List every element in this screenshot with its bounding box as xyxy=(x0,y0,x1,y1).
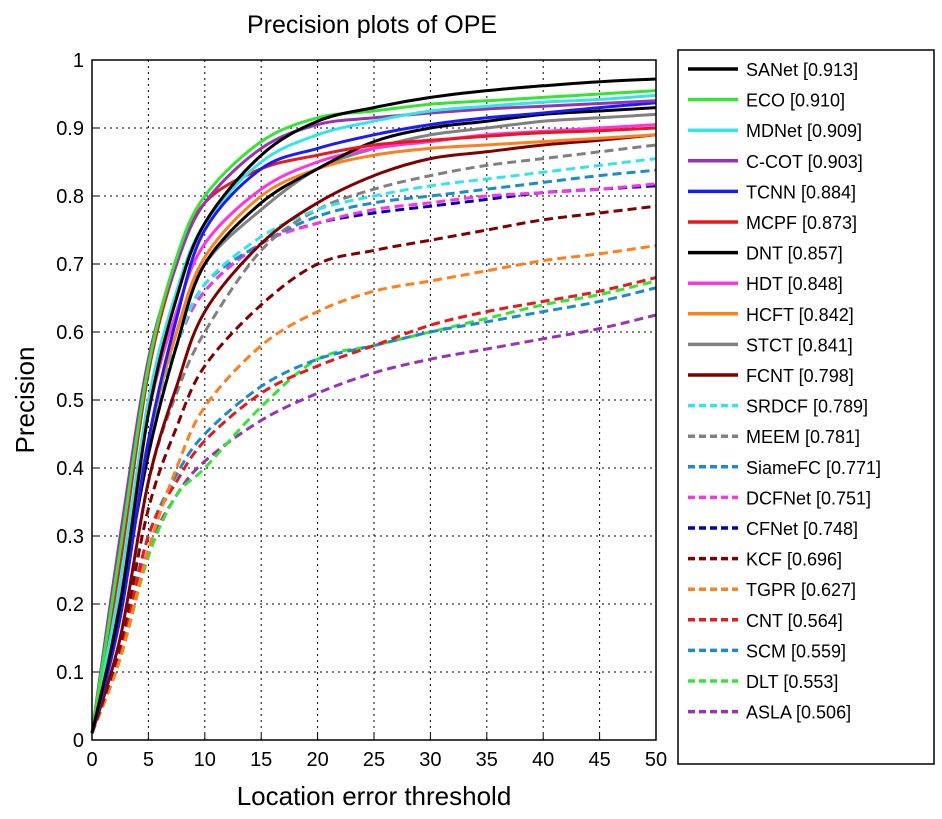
series-line-scm xyxy=(90,286,657,734)
series-line-dcfnet xyxy=(90,182,657,734)
series-line-fcnt xyxy=(90,133,657,734)
x-tick-label: 25 xyxy=(363,749,385,771)
legend-label-hdt: HDT [0.848] xyxy=(746,274,843,294)
y-tick-label: 1 xyxy=(73,50,84,72)
x-tick-label: 50 xyxy=(645,749,667,771)
legend-label-asla: ASLA [0.506] xyxy=(746,703,851,723)
series-line-asla xyxy=(90,313,657,734)
y-tick-label: 0 xyxy=(73,730,84,752)
x-tick-label: 30 xyxy=(419,749,441,771)
y-axis-label: Precision xyxy=(10,347,40,454)
axis-ticks: 0 5 10 15 20 25 30 35 40 45 50 0 0.1 0.2 0.3 0.4 0.5 0.6 0… xyxy=(56,50,667,771)
legend-label-meem: MEEM [0.781] xyxy=(746,427,860,447)
legend-label-cfnet: CFNet [0.748] xyxy=(746,519,858,539)
legend-label-tcnn: TCNN [0.884] xyxy=(746,182,856,202)
legend-label-dnt: DNT [0.857] xyxy=(746,244,843,264)
series-lines xyxy=(90,77,657,734)
y-tick-label: 0.6 xyxy=(56,322,84,344)
legend-box xyxy=(677,49,935,765)
series-line-tgpr xyxy=(90,244,657,734)
grid xyxy=(92,60,656,740)
legend-label-sanet: SANet [0.913] xyxy=(746,60,858,80)
legend-label-hcft: HCFT [0.842] xyxy=(746,305,854,325)
legend-label-mdnet: MDNet [0.909] xyxy=(746,121,862,141)
series-line-kcf xyxy=(90,204,657,734)
legend-label-dcfnet: DCFNet [0.751] xyxy=(746,488,871,508)
chart-title: Precision plots of OPE xyxy=(247,11,497,39)
legend-label-eco: ECO [0.910] xyxy=(746,91,845,111)
y-tick-label: 0.4 xyxy=(56,458,84,480)
x-tick-label: 10 xyxy=(194,749,216,771)
series-line-eco xyxy=(90,89,657,734)
legend-label-srdcf: SRDCF [0.789] xyxy=(746,397,868,417)
y-tick-label: 0.2 xyxy=(56,594,84,616)
y-tick-label: 0.7 xyxy=(56,254,84,276)
x-tick-label: 35 xyxy=(476,749,498,771)
legend-label-scm: SCM [0.559] xyxy=(746,641,846,661)
y-tick-label: 0.5 xyxy=(56,390,84,412)
series-line-sanet xyxy=(90,77,657,734)
x-axis-label: Location error threshold xyxy=(237,781,512,811)
legend-label-kcf: KCF [0.696] xyxy=(746,550,842,570)
y-tick-label: 0.8 xyxy=(56,186,84,208)
y-tick-label: 0.1 xyxy=(56,662,84,684)
x-tick-label: 5 xyxy=(143,749,154,771)
series-line-c-cot xyxy=(90,99,657,734)
legend-label-c-cot: C-COT [0.903] xyxy=(746,152,863,172)
legend-label-tgpr: TGPR [0.627] xyxy=(746,580,856,600)
x-tick-label: 0 xyxy=(86,749,97,771)
legend-label-siamefc: SiameFC [0.771] xyxy=(746,458,881,478)
x-tick-label: 20 xyxy=(306,749,328,771)
legend-entries: SANet [0.913] ECO [0.910] MDNet [0.909] C-C… xyxy=(688,60,881,723)
legend-label-cnt: CNT [0.564] xyxy=(746,611,843,631)
x-tick-label: 45 xyxy=(588,749,610,771)
y-tick-label: 0.3 xyxy=(56,526,84,548)
legend-label-dlt: DLT [0.553] xyxy=(746,672,838,692)
x-tick-label: 15 xyxy=(250,749,272,771)
series-line-tcnn xyxy=(90,101,657,734)
series-line-mdnet xyxy=(90,93,657,734)
legend-label-fcnt: FCNT [0.798] xyxy=(746,366,854,386)
x-tick-label: 40 xyxy=(532,749,554,771)
legend-label-mcpf: MCPF [0.873] xyxy=(746,213,857,233)
series-line-cnt xyxy=(90,276,657,734)
legend: SANet [0.913] ECO [0.910] MDNet [0.909] C-C… xyxy=(677,49,935,765)
legend-label-stct: STCT [0.841] xyxy=(746,335,853,355)
y-tick-label: 0.9 xyxy=(56,118,84,140)
